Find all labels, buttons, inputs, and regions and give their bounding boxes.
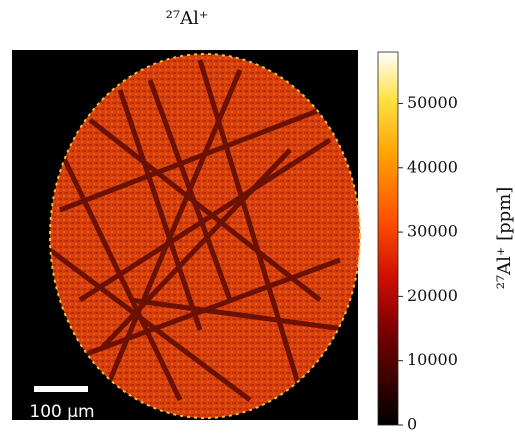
colorbar-label: ²⁷Al⁺ [ppm] xyxy=(494,187,515,290)
colorbar-tick-label: 30000 xyxy=(407,222,458,241)
colorbar: 0 10000 20000 30000 40000 50000 xyxy=(378,52,458,434)
colorbar-tick-label: 50000 xyxy=(407,93,458,112)
scale-bar xyxy=(34,386,88,392)
colorbar-gradient xyxy=(378,52,398,425)
colorbar-tick-label: 20000 xyxy=(407,286,458,305)
colorbar-tick-label: 10000 xyxy=(407,350,458,369)
colorbar-tick-label: 0 xyxy=(407,415,417,434)
page: ²⁷Al⁺ 100 μm 01000020000300004000050000 … xyxy=(0,0,515,445)
chart: ²⁷Al⁺ 100 μm 01000020000300004000050000 … xyxy=(0,0,515,441)
map-image: 100 μm xyxy=(12,50,360,422)
colorbar-tick-label: 40000 xyxy=(407,157,458,176)
scale-bar-label: 100 μm xyxy=(29,402,94,422)
chart-title: ²⁷Al⁺ xyxy=(166,8,209,29)
